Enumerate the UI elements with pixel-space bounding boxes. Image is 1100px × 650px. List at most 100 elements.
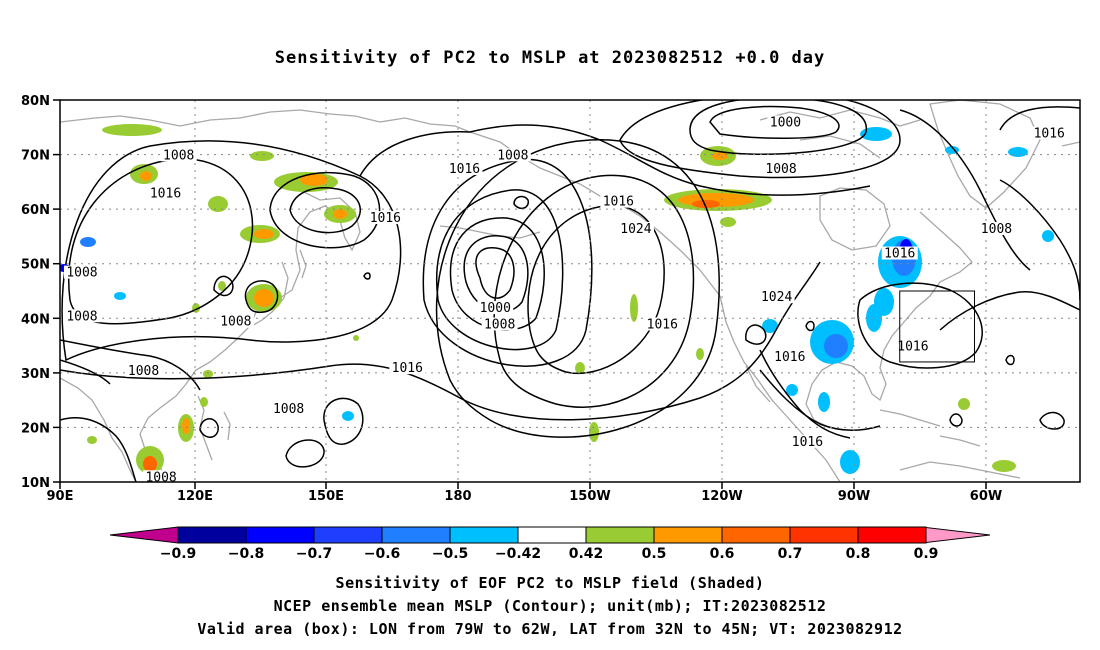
shade-cell — [575, 362, 585, 374]
colorbar-segment — [177, 526, 247, 544]
contour-label: 1016 — [150, 187, 181, 202]
mslp-contours — [60, 100, 1080, 482]
page-title: Sensitivity of PC2 to MSLP at 2023082512… — [274, 48, 826, 68]
contour-label: 1016 — [603, 195, 634, 210]
shade-cell — [1042, 230, 1054, 242]
contour-label: 1016 — [370, 211, 401, 226]
contour-label-bg — [1031, 126, 1068, 140]
shade-cell — [958, 398, 970, 410]
longitude-labels: 90E 120E 150E 180 150W 120W 90W 60W — [47, 489, 1003, 504]
contour-label-bg — [367, 211, 404, 225]
contour-label-bg — [446, 161, 483, 175]
colorbar-segment — [721, 526, 791, 544]
contour-label: 1024 — [620, 222, 651, 237]
lat-label-30n: 30N — [21, 367, 50, 382]
colorbar-segment — [245, 526, 315, 544]
colorbar-label: 0.6 — [710, 546, 735, 562]
caption-contour: NCEP ensemble mean MSLP (Contour); unit(… — [273, 597, 827, 615]
contour-label-bg — [789, 434, 826, 448]
lat-label-20n: 20N — [21, 421, 50, 436]
lat-label-40n: 40N — [21, 312, 50, 327]
colorbar-segment — [653, 526, 723, 544]
shade-cell — [250, 151, 274, 161]
contour-label-bg — [767, 115, 804, 129]
colorbar-segment — [585, 526, 655, 544]
contour-label: 1016 — [449, 162, 480, 177]
lon-label-150e: 150E — [308, 489, 344, 504]
contour-label: 1024 — [761, 290, 792, 305]
shade-cell — [824, 334, 848, 358]
valid-area-box — [899, 290, 975, 363]
contour-label: 1008 — [128, 364, 159, 379]
colorbar-segment — [789, 526, 859, 544]
shade-cell — [818, 392, 830, 412]
shade-cell — [762, 319, 778, 333]
shade-cell — [692, 200, 720, 208]
contour-label-bg — [644, 317, 681, 331]
contour-label-bg — [160, 148, 197, 162]
contour-label: 1008 — [981, 222, 1012, 237]
contour-label-bg — [125, 363, 162, 377]
contour-label: 1016 — [792, 435, 823, 450]
shade-cell — [630, 294, 638, 322]
colorbar-segment — [313, 526, 383, 544]
contour-label: 1008 — [484, 317, 515, 332]
shade-cell — [80, 237, 96, 247]
contour-label: 1008 — [66, 309, 97, 324]
contour-label: 1000 — [770, 116, 801, 131]
caption-valid-area: Valid area (box): LON from 79W to 62W, L… — [197, 620, 903, 638]
shade-cell — [203, 370, 213, 378]
contour-label-bg — [217, 314, 254, 328]
shade-cell — [218, 281, 226, 291]
shade-cell — [720, 217, 736, 227]
shade-cell — [208, 196, 228, 212]
colorbar-label: −0.42 — [495, 546, 541, 562]
contour-label: 1016 — [774, 350, 805, 365]
contour-label-bg — [63, 309, 100, 323]
lon-label-180: 180 — [444, 489, 471, 504]
colorbar-label: 0.8 — [846, 546, 871, 562]
contour-label: 1008 — [220, 315, 251, 330]
shade-cell — [143, 456, 157, 472]
contour-label: 1016 — [897, 339, 928, 354]
contour-label-bg — [881, 246, 918, 260]
map-body: 1008101610161016100810001016100810161024… — [60, 100, 1080, 482]
contour-label-bg — [758, 290, 795, 304]
contour-label: 1000 — [480, 301, 511, 316]
shade-cell — [87, 436, 97, 444]
contour-label: 1008 — [163, 148, 194, 163]
shade-cell — [342, 411, 354, 421]
colorbar-label: 0.9 — [914, 546, 939, 562]
colorbar-segment — [449, 526, 519, 544]
shade-cell — [254, 289, 274, 307]
lat-label-60n: 60N — [21, 203, 50, 218]
contour-label-bg — [978, 221, 1015, 235]
shade-cell — [992, 460, 1016, 472]
contour-label-bg — [771, 350, 808, 364]
colorbar-high-extend — [921, 526, 991, 544]
colorbar-segment — [857, 526, 927, 544]
lon-label-90w: 90W — [838, 489, 870, 504]
lon-label-60w: 60W — [970, 489, 1002, 504]
contour-label: 1008 — [66, 266, 97, 281]
colorbar-label: −0.7 — [296, 546, 333, 562]
contour-label-bg — [389, 361, 426, 375]
colorbar-label: −0.9 — [160, 546, 197, 562]
colorbar: −0.9 −0.8 −0.7 −0.6 −0.5 −0.42 0.42 0.5 0.6 0.7 0.… — [109, 526, 991, 562]
shade-cell — [333, 209, 347, 219]
latitude-labels: 80N 70N 60N 50N 40N 30N 20N 10N — [21, 94, 50, 491]
colorbar-label: −0.5 — [432, 546, 469, 562]
shade-cell — [102, 124, 162, 136]
contour-label: 1016 — [1034, 126, 1065, 141]
lon-label-120e: 120E — [177, 489, 213, 504]
contour-label: 1008 — [497, 148, 528, 163]
colorbar-label: −0.8 — [228, 546, 265, 562]
shade-cell — [840, 450, 860, 474]
lon-label-120w: 120W — [701, 489, 742, 504]
contour-label-bg — [477, 301, 514, 315]
contour-label-bg — [143, 470, 180, 482]
colorbar-label: 0.5 — [642, 546, 667, 562]
colorbar-segment — [381, 526, 451, 544]
shade-cell — [182, 418, 190, 434]
